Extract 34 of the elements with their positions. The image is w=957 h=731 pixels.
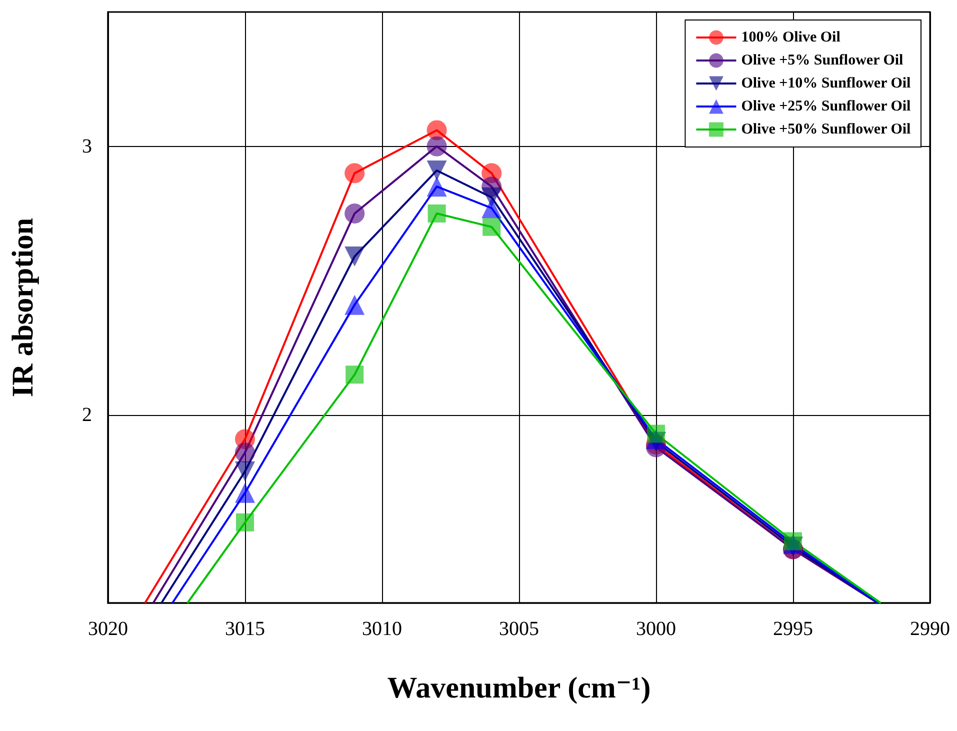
x-tick-label: 2995 <box>773 618 813 640</box>
point <box>344 163 365 184</box>
x-tick-label: 3010 <box>362 618 402 640</box>
y-tick-label: 2 <box>82 404 92 426</box>
x-tick-label: 3005 <box>499 618 539 640</box>
point <box>482 218 501 236</box>
legend-label: Olive +5% Sunflower Oil <box>741 52 904 68</box>
y-axis-title: IR absorption <box>6 218 40 398</box>
point <box>647 424 665 443</box>
legend-label: Olive +50% Sunflower Oil <box>741 122 911 138</box>
point <box>344 246 365 266</box>
x-tick-label: 2990 <box>910 618 950 640</box>
point <box>346 366 364 384</box>
legend-label: 100% Olive Oil <box>741 30 840 46</box>
point <box>482 198 502 218</box>
point <box>426 120 447 140</box>
y-tick-label: 3 <box>82 135 92 158</box>
x-axis-title: Wavenumber (cm⁻¹) <box>387 672 651 704</box>
point <box>428 204 446 222</box>
point <box>344 203 365 224</box>
x-tick-label: 3020 <box>88 618 128 640</box>
point <box>236 513 254 532</box>
x-tick-label: 3000 <box>636 618 676 640</box>
point <box>426 160 447 180</box>
point <box>235 461 255 482</box>
point <box>784 532 802 550</box>
point <box>426 136 447 156</box>
point <box>426 176 447 197</box>
point <box>344 294 365 315</box>
point <box>235 482 255 503</box>
legend-label: Olive +25% Sunflower Oil <box>741 98 911 114</box>
point <box>235 442 255 463</box>
x-tick-label: 3015 <box>225 618 265 640</box>
legend-label: Olive +10% Sunflower Oil <box>741 76 911 92</box>
